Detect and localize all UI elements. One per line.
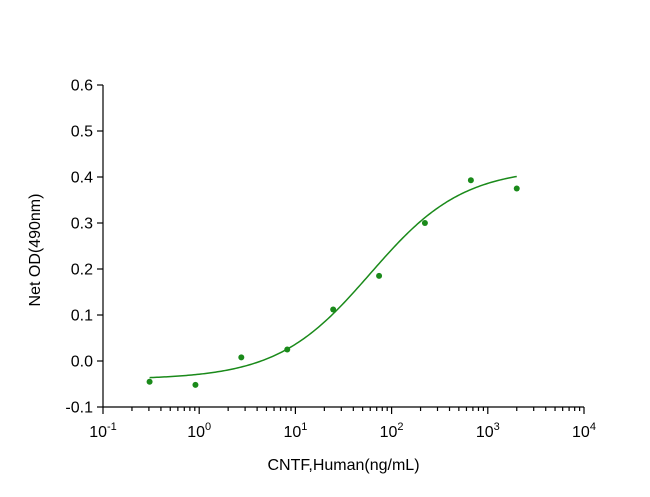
- fit-curve-layer: [149, 175, 517, 379]
- y-tick-label: 0.0: [71, 354, 93, 371]
- x-axis-title: CNTF,Human(ng/mL): [267, 457, 419, 474]
- y-tick-label: 0.2: [71, 262, 93, 279]
- x-tick-label: 101: [283, 421, 307, 441]
- y-tick-label: -0.1: [65, 400, 93, 417]
- data-point: [421, 220, 428, 226]
- data-point: [376, 272, 383, 279]
- data-point: [467, 177, 474, 184]
- x-tick-label: 100: [187, 421, 211, 441]
- fit-curve: [149, 175, 517, 379]
- y-tick-label: 0.1: [71, 308, 93, 325]
- x-tick-label: 104: [572, 421, 596, 441]
- data-point: [513, 185, 520, 192]
- data-point: [238, 354, 245, 361]
- axes: -0.1 0.0 0.1 0.2 0.3 0.4 0.5 0.6 10-1 100 101 102 10…: [65, 78, 596, 442]
- data-point: [192, 381, 199, 388]
- data-points: [146, 177, 520, 388]
- data-point: [330, 306, 337, 313]
- y-tick-label: 0.4: [71, 170, 93, 187]
- data-point: [284, 346, 291, 353]
- x-tick-label: 10-1: [89, 421, 117, 441]
- x-tick-label: 103: [476, 421, 500, 441]
- y-tick-label: 0.5: [71, 124, 93, 141]
- y-axis-title: Net OD(490nm): [27, 194, 44, 307]
- y-tick-label: 0.3: [71, 216, 93, 233]
- y-tick-label: 0.6: [71, 78, 93, 95]
- x-tick-label: 102: [380, 421, 404, 441]
- data-point: [146, 378, 153, 385]
